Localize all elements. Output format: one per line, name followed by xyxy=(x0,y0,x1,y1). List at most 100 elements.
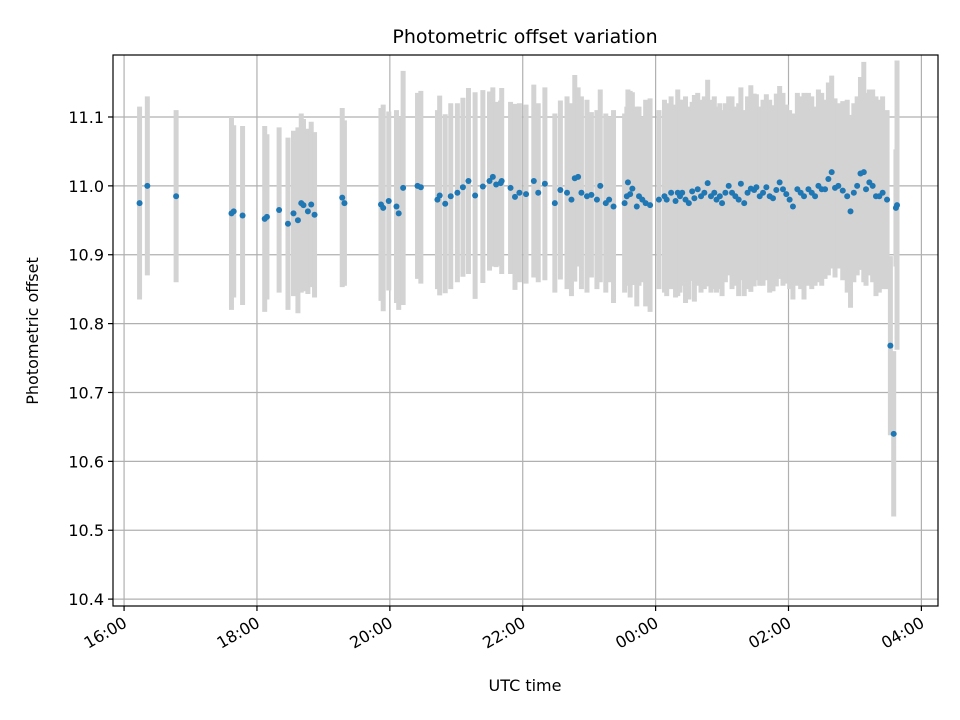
y-tick-label: 10.6 xyxy=(68,452,104,471)
x-tick-label: 22:00 xyxy=(479,613,528,653)
x-tick-label: 04:00 xyxy=(878,613,927,653)
y-tick-label: 10.8 xyxy=(68,315,104,334)
data-point xyxy=(489,173,496,180)
data-point xyxy=(753,184,760,191)
data-point xyxy=(465,178,472,185)
data-point xyxy=(588,191,595,198)
data-point xyxy=(779,186,786,193)
errorbar-layer xyxy=(137,60,900,517)
data-point xyxy=(535,189,542,196)
data-point xyxy=(701,189,708,196)
data-point xyxy=(557,186,564,193)
data-point xyxy=(633,203,640,210)
data-point xyxy=(395,210,402,217)
y-tick-label: 11.1 xyxy=(68,108,104,127)
data-point xyxy=(341,200,348,207)
data-point xyxy=(835,182,842,189)
data-point xyxy=(530,178,537,185)
data-point xyxy=(339,194,346,201)
data-point xyxy=(735,196,742,203)
data-point xyxy=(308,201,315,208)
data-point xyxy=(776,179,783,186)
data-point xyxy=(725,182,732,189)
data-point xyxy=(679,189,686,196)
data-point xyxy=(290,210,297,217)
data-point xyxy=(294,217,301,224)
data-point xyxy=(655,196,662,203)
chart-title: Photometric offset variation xyxy=(392,26,657,48)
data-point xyxy=(593,196,600,203)
data-point xyxy=(663,196,670,203)
data-point xyxy=(173,193,180,200)
data-point xyxy=(300,202,307,209)
data-point xyxy=(479,183,486,190)
data-point xyxy=(770,195,776,202)
data-point xyxy=(230,208,237,215)
data-point xyxy=(610,203,617,210)
data-point xyxy=(276,206,283,213)
y-tick-label: 10.9 xyxy=(68,246,104,265)
x-tick-label: 16:00 xyxy=(81,613,130,653)
data-point xyxy=(716,193,723,200)
data-point xyxy=(773,186,780,193)
data-point xyxy=(786,196,793,203)
data-point xyxy=(263,213,270,220)
data-point xyxy=(385,198,392,205)
data-point xyxy=(668,189,675,196)
data-point xyxy=(647,202,654,209)
data-point xyxy=(789,203,796,210)
data-point xyxy=(847,208,854,215)
data-point xyxy=(239,212,246,219)
data-point xyxy=(621,200,628,207)
data-point xyxy=(741,200,748,207)
y-tick-label: 10.4 xyxy=(68,590,104,609)
y-axis-label: Photometric offset xyxy=(23,257,42,405)
marker-layer xyxy=(136,169,901,437)
y-tick-label: 11.0 xyxy=(68,177,104,196)
data-point xyxy=(507,184,514,191)
data-point xyxy=(578,189,585,196)
data-point xyxy=(629,185,636,192)
data-point xyxy=(486,178,493,185)
data-point xyxy=(825,175,832,182)
y-tick-label: 10.5 xyxy=(68,521,104,540)
data-point xyxy=(704,180,711,187)
data-point xyxy=(801,193,808,200)
data-point xyxy=(417,184,424,191)
data-point xyxy=(436,192,443,199)
data-point xyxy=(691,195,698,202)
data-point xyxy=(689,188,696,195)
data-point xyxy=(400,184,407,191)
data-point xyxy=(624,179,631,186)
data-point xyxy=(459,184,466,191)
data-point xyxy=(844,193,851,200)
data-point xyxy=(523,191,530,198)
data-point xyxy=(760,189,767,196)
data-point xyxy=(564,189,571,196)
data-point xyxy=(884,196,891,203)
data-point xyxy=(393,203,400,210)
data-point xyxy=(711,189,718,196)
data-point xyxy=(850,189,857,196)
data-point xyxy=(783,191,790,198)
x-axis-label: UTC time xyxy=(489,676,562,695)
data-point xyxy=(822,186,829,193)
data-point xyxy=(719,200,726,207)
data-point xyxy=(763,184,770,191)
data-point xyxy=(380,204,387,211)
data-point xyxy=(685,200,692,207)
data-point xyxy=(890,430,897,437)
data-point xyxy=(894,202,901,209)
data-point xyxy=(304,208,311,215)
data-point xyxy=(860,169,867,176)
data-point xyxy=(144,182,151,189)
data-point xyxy=(541,180,548,187)
data-point xyxy=(597,182,604,189)
data-point xyxy=(454,189,461,196)
data-point xyxy=(311,211,318,218)
x-tick-label: 20:00 xyxy=(346,613,395,653)
data-point xyxy=(568,196,575,203)
data-point xyxy=(854,182,861,189)
data-point xyxy=(447,193,454,200)
